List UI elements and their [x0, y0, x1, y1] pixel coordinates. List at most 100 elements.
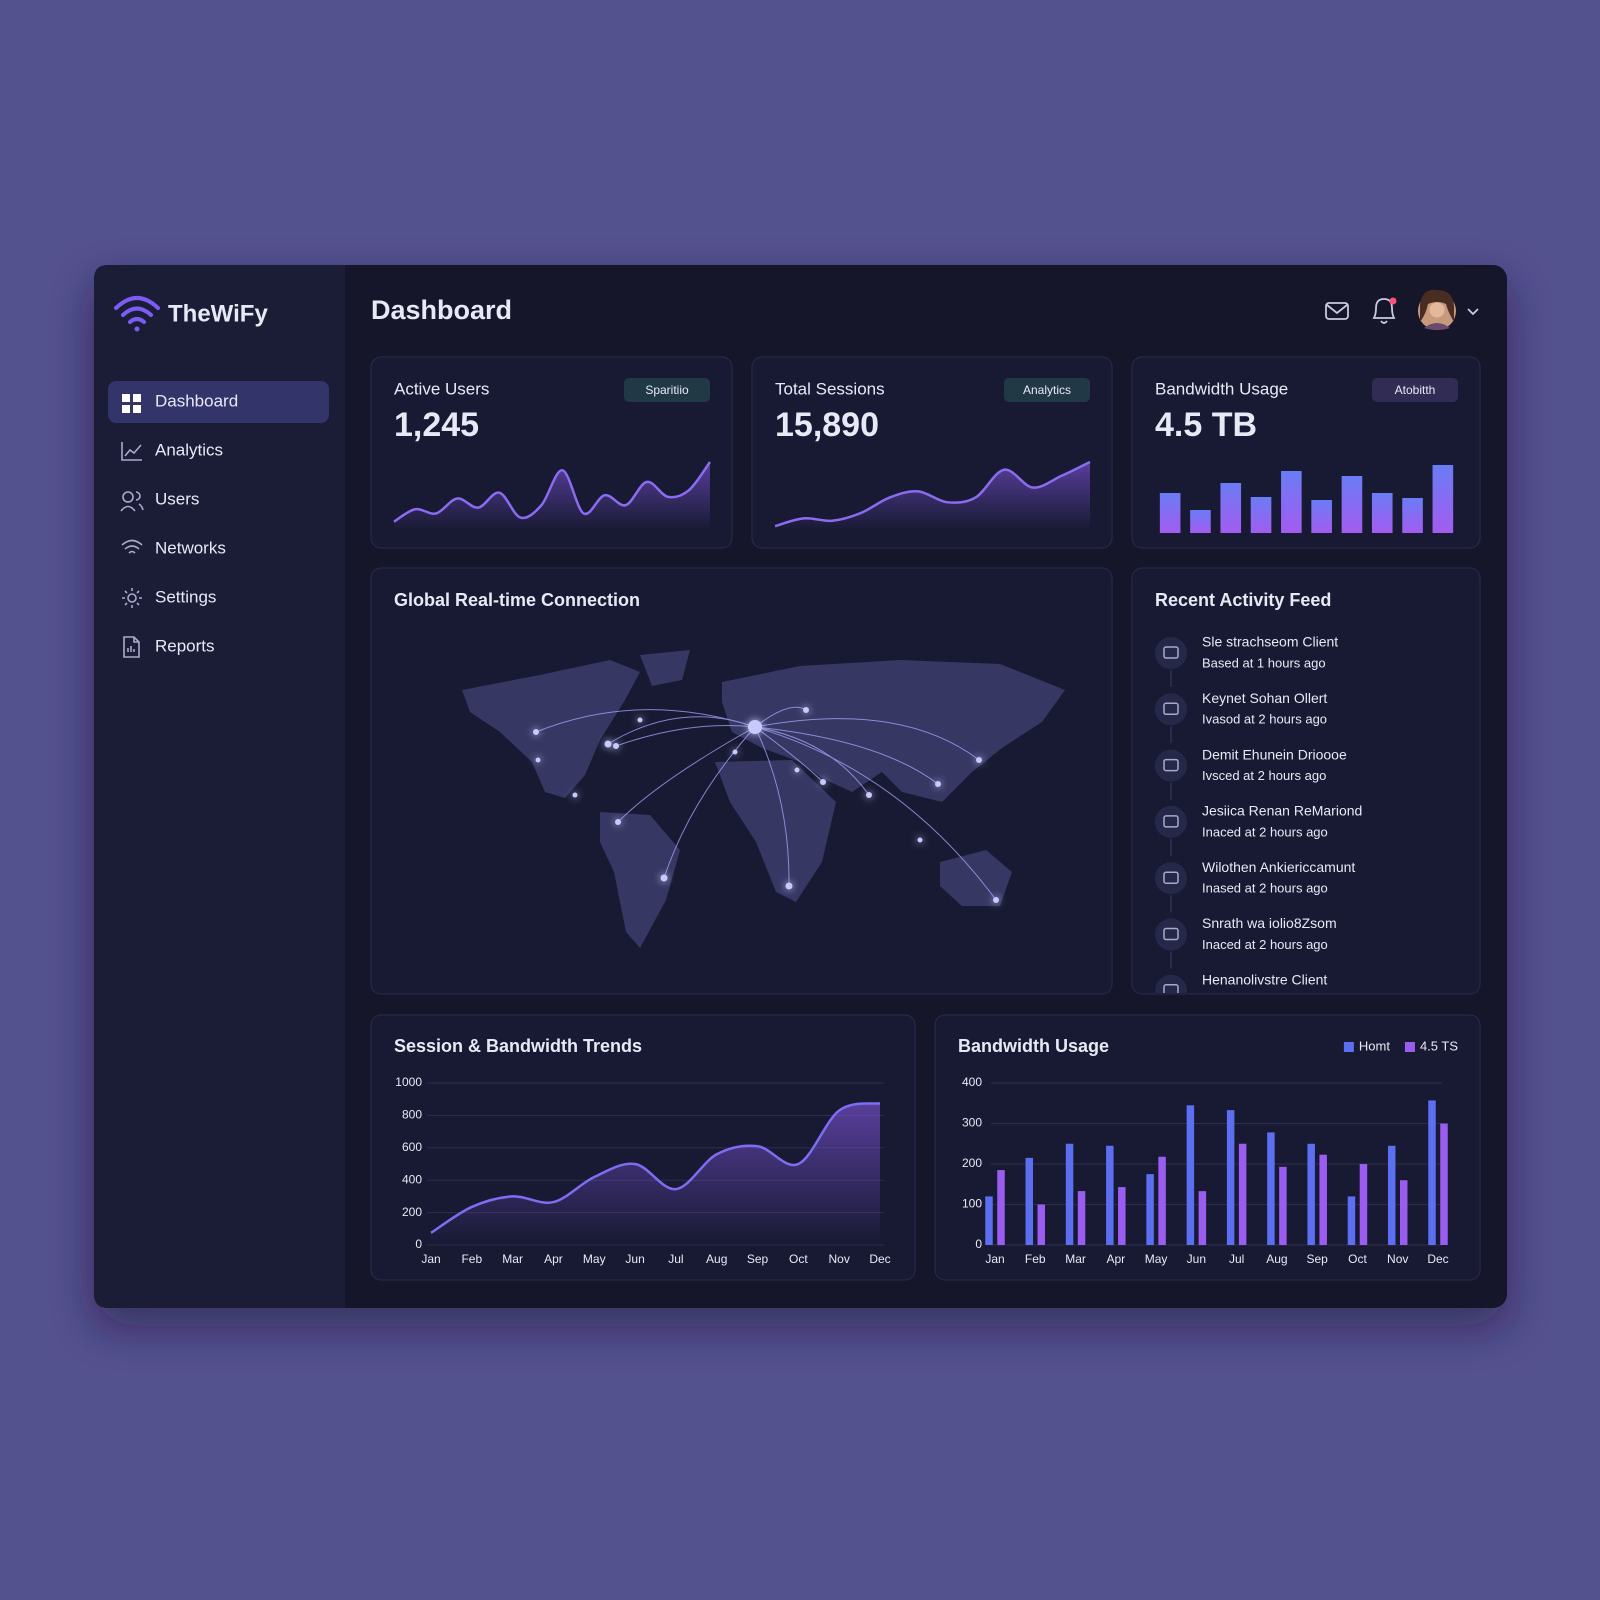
cards: Active Users 1,245 Sparitiio Total Sessions… [370, 356, 1481, 549]
activity-time: Inaced at 2 hours ago [1202, 937, 1328, 952]
activity-item[interactable]: Wilothen Ankiericcamunt Inased at 2 hours… [1155, 859, 1355, 913]
activity-item[interactable]: Keynet Sohan Ollert Ivasod at 2 hours ago [1155, 690, 1327, 744]
activity-icon [1163, 702, 1179, 716]
feed-card [1131, 567, 1481, 995]
mail-button[interactable] [1325, 302, 1349, 320]
bar [1279, 1166, 1287, 1245]
line-area [431, 1103, 880, 1245]
activity-item[interactable]: Sle strachseom Client Based at 1 hours ag… [1155, 634, 1338, 687]
kpi-mini-bar [1159, 493, 1181, 533]
nav-item[interactable]: Settings [122, 587, 216, 608]
nav-label: Settings [155, 587, 216, 606]
activity-icon [1163, 815, 1179, 828]
activity-icon-bg [1155, 749, 1187, 782]
kpi-badge[interactable]: Sparitiio [624, 378, 710, 402]
activity-title: Demit Ehunein Drioooe [1202, 746, 1347, 762]
bar [985, 1196, 993, 1245]
activity-item[interactable]: Henanolivstre ClientInaced at 2 hours ag… [1155, 972, 1328, 1009]
activity-title: Jesiica Renan ReMariond [1202, 803, 1362, 819]
x-tick-label: Apr [544, 1252, 563, 1266]
kpi-mini-bar [1341, 476, 1363, 533]
kpi-badge-label: Sparitiio [645, 383, 689, 397]
bar [1440, 1123, 1448, 1245]
nav-item[interactable]: Dashboard [108, 381, 329, 423]
bar [1238, 1143, 1247, 1245]
x-tick-label: Jun [1187, 1252, 1206, 1266]
account-menu-chevron[interactable] [1467, 308, 1479, 316]
activity-icon [1163, 984, 1179, 993]
kpi-sparkline-area [394, 462, 710, 530]
activity-icon [1163, 758, 1179, 772]
kpi-mini-bar [1311, 500, 1332, 533]
x-tick-label: May [583, 1252, 606, 1266]
kpi-value: 15,890 [775, 406, 879, 444]
y-tick-label: 800 [402, 1108, 422, 1122]
kpi-sparkline [774, 460, 1091, 528]
bar [1267, 1132, 1275, 1245]
activity-feed: Sle strachseom Client Based at 1 hours ag… [1155, 634, 1362, 1009]
nav-icon [122, 588, 142, 608]
kpi-mini-bar [1250, 497, 1272, 533]
nav-label: Dashboard [155, 391, 238, 410]
chart-title: Session & Bandwidth Trends [394, 1036, 642, 1056]
activity-time: Inased at 2 hours ago [1202, 881, 1328, 896]
x-tick-label: Feb [1025, 1252, 1046, 1266]
activity-item[interactable]: Jesiica Renan ReMariond Inaced at 2 hours… [1155, 803, 1362, 856]
brand-name: TheWiFy [168, 300, 268, 327]
bar [1025, 1157, 1034, 1245]
x-tick-label: Mar [502, 1252, 523, 1266]
kpi-card [1131, 356, 1481, 549]
connection-arcs [535, 706, 997, 901]
x-tick-label: Nov [829, 1252, 850, 1266]
activity-time: Inaced at 2 hours ago [1202, 824, 1328, 839]
activity-icon [1163, 927, 1179, 941]
activity-icon-bg [1155, 693, 1187, 726]
activity-item[interactable]: Snrath wa iolio8Zsom Inaced at 2 hours ag… [1155, 915, 1337, 969]
bar [997, 1170, 1005, 1245]
nav-label: Users [155, 489, 199, 508]
kpi-mini-bar [1281, 471, 1302, 533]
kpi-badge[interactable]: Analytics [1004, 378, 1090, 402]
nav-item[interactable]: Networks [121, 538, 226, 557]
kpi-badge-label: Analytics [1023, 383, 1071, 397]
bar [1387, 1145, 1396, 1245]
kpi-value: 1,245 [394, 406, 479, 444]
kpi-sparkline [393, 461, 712, 523]
bar [1037, 1204, 1046, 1245]
kpi-label: Bandwidth Usage [1155, 379, 1288, 398]
nav-item-highlight [108, 381, 329, 423]
legend-swatch [1343, 1042, 1354, 1052]
bar [1158, 1156, 1166, 1245]
bar [1307, 1143, 1315, 1245]
nav-item[interactable]: Reports [123, 636, 215, 658]
bar [1106, 1145, 1114, 1245]
bar [1359, 1164, 1368, 1245]
kpi-badge[interactable]: Atobitth [1372, 378, 1458, 402]
line-series [430, 1102, 881, 1234]
x-tick-label: Apr [1106, 1252, 1125, 1266]
kpi-mini-bar [1190, 510, 1211, 533]
notification-button[interactable] [1372, 297, 1397, 324]
legend-swatch [1404, 1042, 1415, 1052]
nav-item[interactable]: Users [120, 489, 199, 512]
bar [1428, 1100, 1436, 1245]
x-tick-label: Sep [747, 1252, 769, 1266]
nav-label: Networks [155, 538, 226, 557]
legend-label: 4.5 TS [1420, 1038, 1458, 1053]
nav-icon [121, 442, 142, 461]
x-tick-label: Mar [1065, 1252, 1086, 1266]
activity-title: Keynet Sohan Ollert [1202, 690, 1327, 706]
kpi-value: 4.5 TB [1155, 406, 1257, 444]
kpi-badge-bg [1004, 378, 1090, 402]
user-avatar[interactable] [1418, 289, 1456, 330]
activity-time: Ivasod at 2 hours ago [1202, 712, 1327, 727]
nav-icon [123, 636, 140, 658]
activity-item[interactable]: Demit Ehunein Drioooe Ivsced at 2 hours a… [1155, 746, 1347, 800]
y-tick-label: 0 [975, 1237, 982, 1251]
x-tick-label: Oct [1348, 1252, 1367, 1266]
kpi-badge-bg [1372, 378, 1458, 402]
nav-item[interactable]: Analytics [121, 440, 223, 461]
x-tick-label: Dec [1427, 1252, 1448, 1266]
kpi-mini-bar [1371, 493, 1393, 533]
